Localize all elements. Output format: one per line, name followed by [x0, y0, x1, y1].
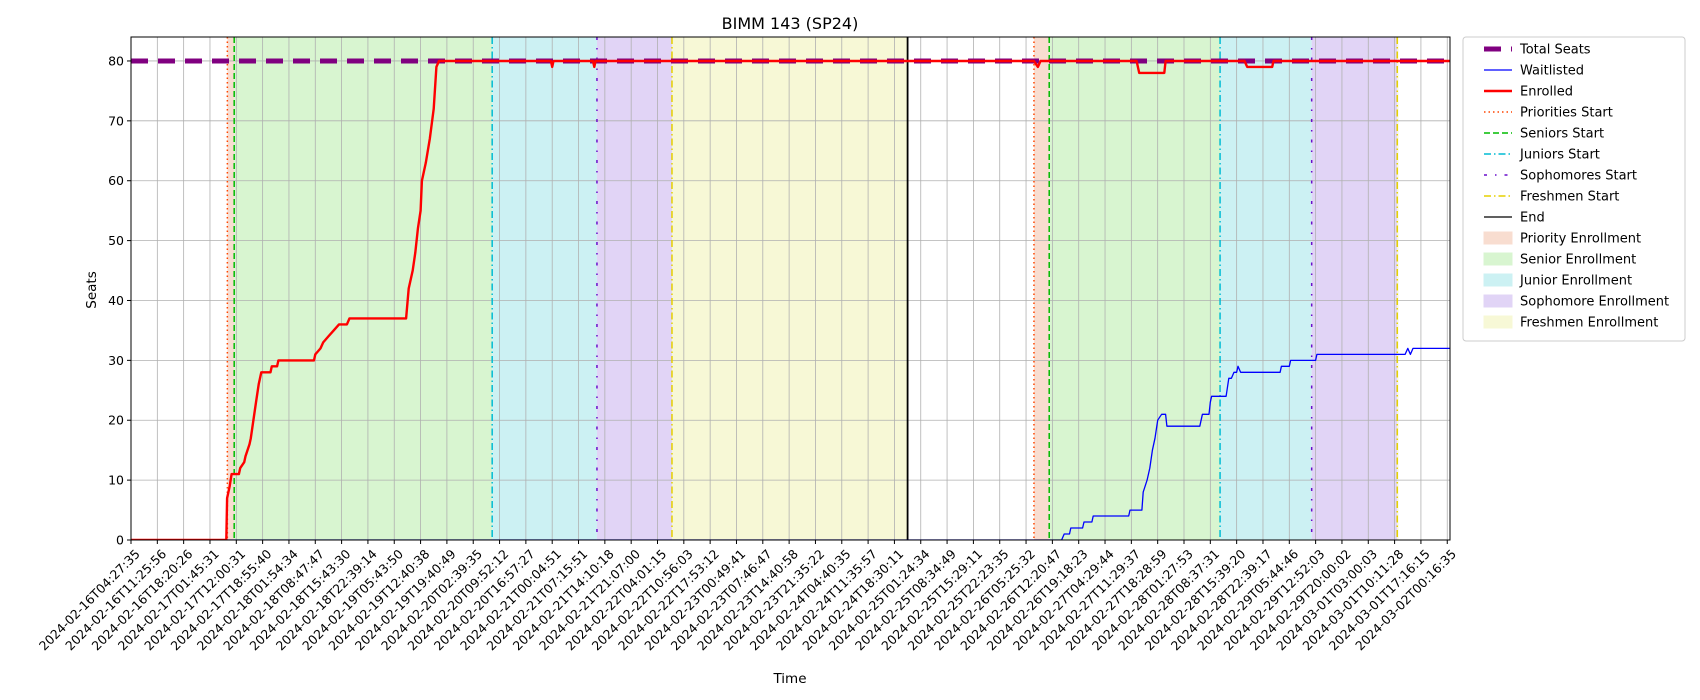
legend-label-sophomore-enrollment: Sophomore Enrollment [1520, 295, 1669, 310]
plot-area [130, 36, 1451, 541]
legend-label-juniors-start: Juniors Start [1519, 148, 1600, 163]
period-band [1033, 37, 1050, 540]
legend-label-freshmen-start: Freshmen Start [1520, 190, 1619, 205]
series-waitlisted [131, 347, 1450, 540]
legend-label-junior-enrollment: Junior Enrollment [1519, 274, 1632, 289]
y-tick-label: 20 [108, 413, 124, 428]
legend-swatch-junior-enrollment [1483, 273, 1513, 287]
chart-title: BIMM 143 (SP24) [722, 14, 859, 33]
legend-label-waitlisted: Waitlisted [1520, 64, 1584, 79]
legend-box [1462, 36, 1686, 342]
legend-swatch-senior-enrollment [1483, 252, 1513, 266]
y-tick-label: 40 [108, 293, 124, 308]
x-axis-label: Time [772, 671, 806, 687]
legend: Total Seats Waitlisted Enrolled Priorities … [1462, 36, 1686, 342]
period-band [671, 37, 908, 540]
legend-label-seniors-start: Seniors Start [1520, 127, 1604, 142]
period-band [234, 37, 493, 540]
legend-label-senior-enrollment: Senior Enrollment [1520, 253, 1636, 268]
period-band [227, 37, 235, 540]
series-enrolled [131, 59, 1450, 540]
period-band [1049, 37, 1221, 540]
period-band [492, 37, 597, 540]
y-tick-label: 50 [108, 233, 124, 248]
legend-label-enrolled: Enrolled [1520, 85, 1573, 100]
legend-swatch-sophomore-enrollment [1483, 294, 1513, 308]
plot-frame [130, 36, 1451, 541]
legend-label-end: End [1520, 211, 1545, 226]
y-tick-label: 70 [108, 113, 124, 128]
y-tick-label: 30 [108, 353, 124, 368]
plot-content [131, 37, 1450, 540]
period-band [1220, 37, 1312, 540]
y-tick-label: 60 [108, 173, 124, 188]
period-band [596, 37, 672, 540]
y-axis-label: Seats [84, 271, 100, 308]
legend-label-total-seats: Total Seats [1519, 43, 1591, 58]
y-tick-label: 10 [108, 473, 124, 488]
legend-label-sophomores-start: Sophomores Start [1520, 169, 1637, 184]
legend-label-priorities-start: Priorities Start [1520, 106, 1613, 121]
period-band [1311, 37, 1398, 540]
x-axis-ticks: 2024-02-16T04:27:352024-02-16T11:25:5620… [36, 540, 1459, 653]
legend-swatch-freshmen-enrollment [1483, 315, 1513, 329]
legend-label-priority-enrollment: Priority Enrollment [1520, 232, 1641, 247]
y-tick-label: 0 [116, 533, 124, 548]
legend-label-freshmen-enrollment: Freshmen Enrollment [1520, 316, 1658, 331]
y-axis-ticks: 0 10 20 30 40 50 60 70 80 [108, 53, 131, 548]
y-tick-label: 80 [108, 53, 124, 68]
legend-swatch-priority-enrollment [1483, 231, 1513, 245]
